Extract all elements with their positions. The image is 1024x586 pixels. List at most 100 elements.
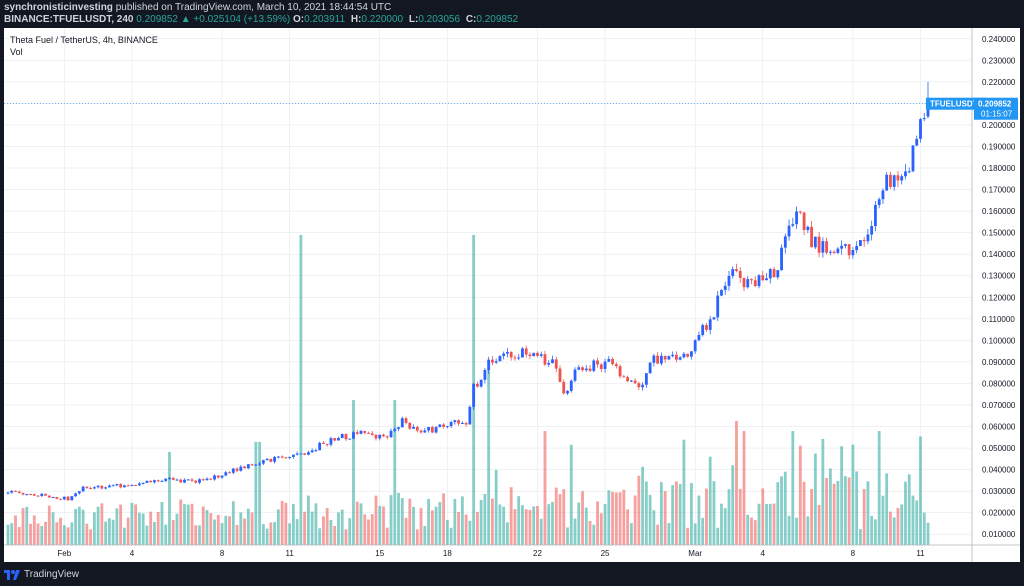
candle-body	[194, 480, 198, 483]
volume-bar	[254, 441, 258, 545]
close-value: 0.209852	[476, 14, 519, 25]
footer-brand[interactable]: TradingView	[24, 568, 80, 580]
volume-bar	[603, 504, 607, 545]
candle-body	[291, 454, 295, 457]
volume-bar	[509, 487, 513, 545]
candle-body	[201, 479, 205, 481]
symbol-tag-label: TFUELUSDT	[930, 100, 978, 109]
volume-bar	[464, 514, 468, 545]
volume-bar	[491, 498, 494, 545]
volume-bar	[198, 525, 201, 545]
y-tick-label: 0.090000	[982, 358, 1016, 367]
candle-body	[460, 422, 464, 424]
volume-bar	[659, 482, 663, 545]
x-tick-label: 22	[533, 549, 542, 558]
volume-bar	[201, 506, 205, 545]
volume-bar	[427, 498, 430, 545]
volume-bar	[205, 510, 209, 545]
chart-panel[interactable]	[4, 28, 1020, 562]
candle-body	[246, 464, 250, 469]
price-tag	[974, 97, 1018, 120]
volume-bar	[434, 506, 438, 545]
volume-bar	[870, 515, 874, 545]
candle-body	[828, 251, 832, 253]
candle-body	[686, 353, 690, 357]
volume-bar	[322, 516, 325, 545]
volume-bar	[393, 400, 397, 545]
candle-body	[213, 475, 216, 480]
volume-bar	[614, 492, 618, 545]
symbol-tag	[926, 97, 986, 110]
volume-bar	[475, 511, 479, 545]
volume-bar	[911, 495, 915, 545]
candle-body	[363, 431, 367, 433]
volume-bar	[115, 508, 119, 545]
volume-bars	[6, 234, 930, 545]
volume-bar	[641, 466, 645, 545]
volume-bar	[547, 504, 551, 545]
author-name[interactable]: synchronisticinvesting	[4, 2, 113, 13]
candle-body	[442, 424, 445, 427]
volume-bar	[374, 495, 378, 545]
volume-bar	[828, 468, 832, 545]
chart-legend: Theta Fuel / TetherUS, 4h, BINANCE Vol	[10, 34, 158, 58]
candle-body	[705, 325, 708, 330]
volume-bar	[701, 517, 705, 545]
candle-body	[310, 450, 314, 453]
ohlc-line: BINANCE:TFUELUSDT, 240 0.209852 ▲ +0.025…	[4, 14, 1020, 26]
candle-body	[798, 211, 802, 213]
volume-bar	[231, 501, 235, 545]
candle-body	[397, 427, 400, 429]
candle-body	[138, 483, 141, 486]
volume-bar	[419, 508, 423, 545]
candle-body	[258, 463, 261, 465]
candle-body	[77, 491, 81, 494]
volume-bar	[333, 526, 337, 545]
volume-bar	[36, 523, 40, 545]
candle-body	[870, 226, 874, 235]
volume-bar	[329, 519, 333, 545]
candle-body	[464, 422, 468, 425]
candle-body	[134, 484, 138, 486]
candle-body	[96, 485, 100, 488]
candle-body	[708, 319, 712, 330]
volume-bar	[637, 475, 641, 545]
volume-bar	[566, 527, 569, 545]
candle-body	[355, 432, 359, 434]
candle-body	[904, 171, 907, 177]
volume-bar	[727, 489, 731, 545]
volume-bar	[768, 503, 772, 545]
candle-body	[273, 456, 277, 462]
volume-bar	[445, 519, 449, 545]
candle-body	[509, 351, 513, 358]
volume-bar	[554, 487, 558, 545]
close-label: C:	[465, 14, 477, 25]
candle-body	[783, 236, 787, 248]
volume-bar	[772, 503, 776, 545]
price-change: ▲ +0.025104 (+13.59%)	[180, 14, 291, 25]
candle-body	[40, 493, 44, 496]
candle-body	[506, 351, 509, 354]
volume-bar	[716, 527, 720, 545]
candle-body	[141, 482, 145, 484]
volume-bar	[622, 489, 626, 545]
volume-bar	[59, 517, 62, 545]
candle-body	[532, 352, 536, 357]
candle-body	[479, 379, 483, 387]
volume-bar	[96, 506, 100, 545]
candle-body	[457, 420, 461, 424]
volume-bar	[40, 526, 44, 545]
candle-body	[198, 479, 201, 483]
candle-body	[521, 348, 524, 358]
candle-body	[352, 432, 355, 439]
candle-body	[558, 368, 562, 382]
candle-body	[517, 357, 521, 359]
candle-body	[107, 485, 111, 488]
candle-body	[453, 420, 457, 423]
volume-bar	[438, 502, 442, 545]
volume-bar	[915, 500, 919, 545]
volume-bar	[581, 491, 584, 545]
candle-body	[712, 317, 716, 320]
